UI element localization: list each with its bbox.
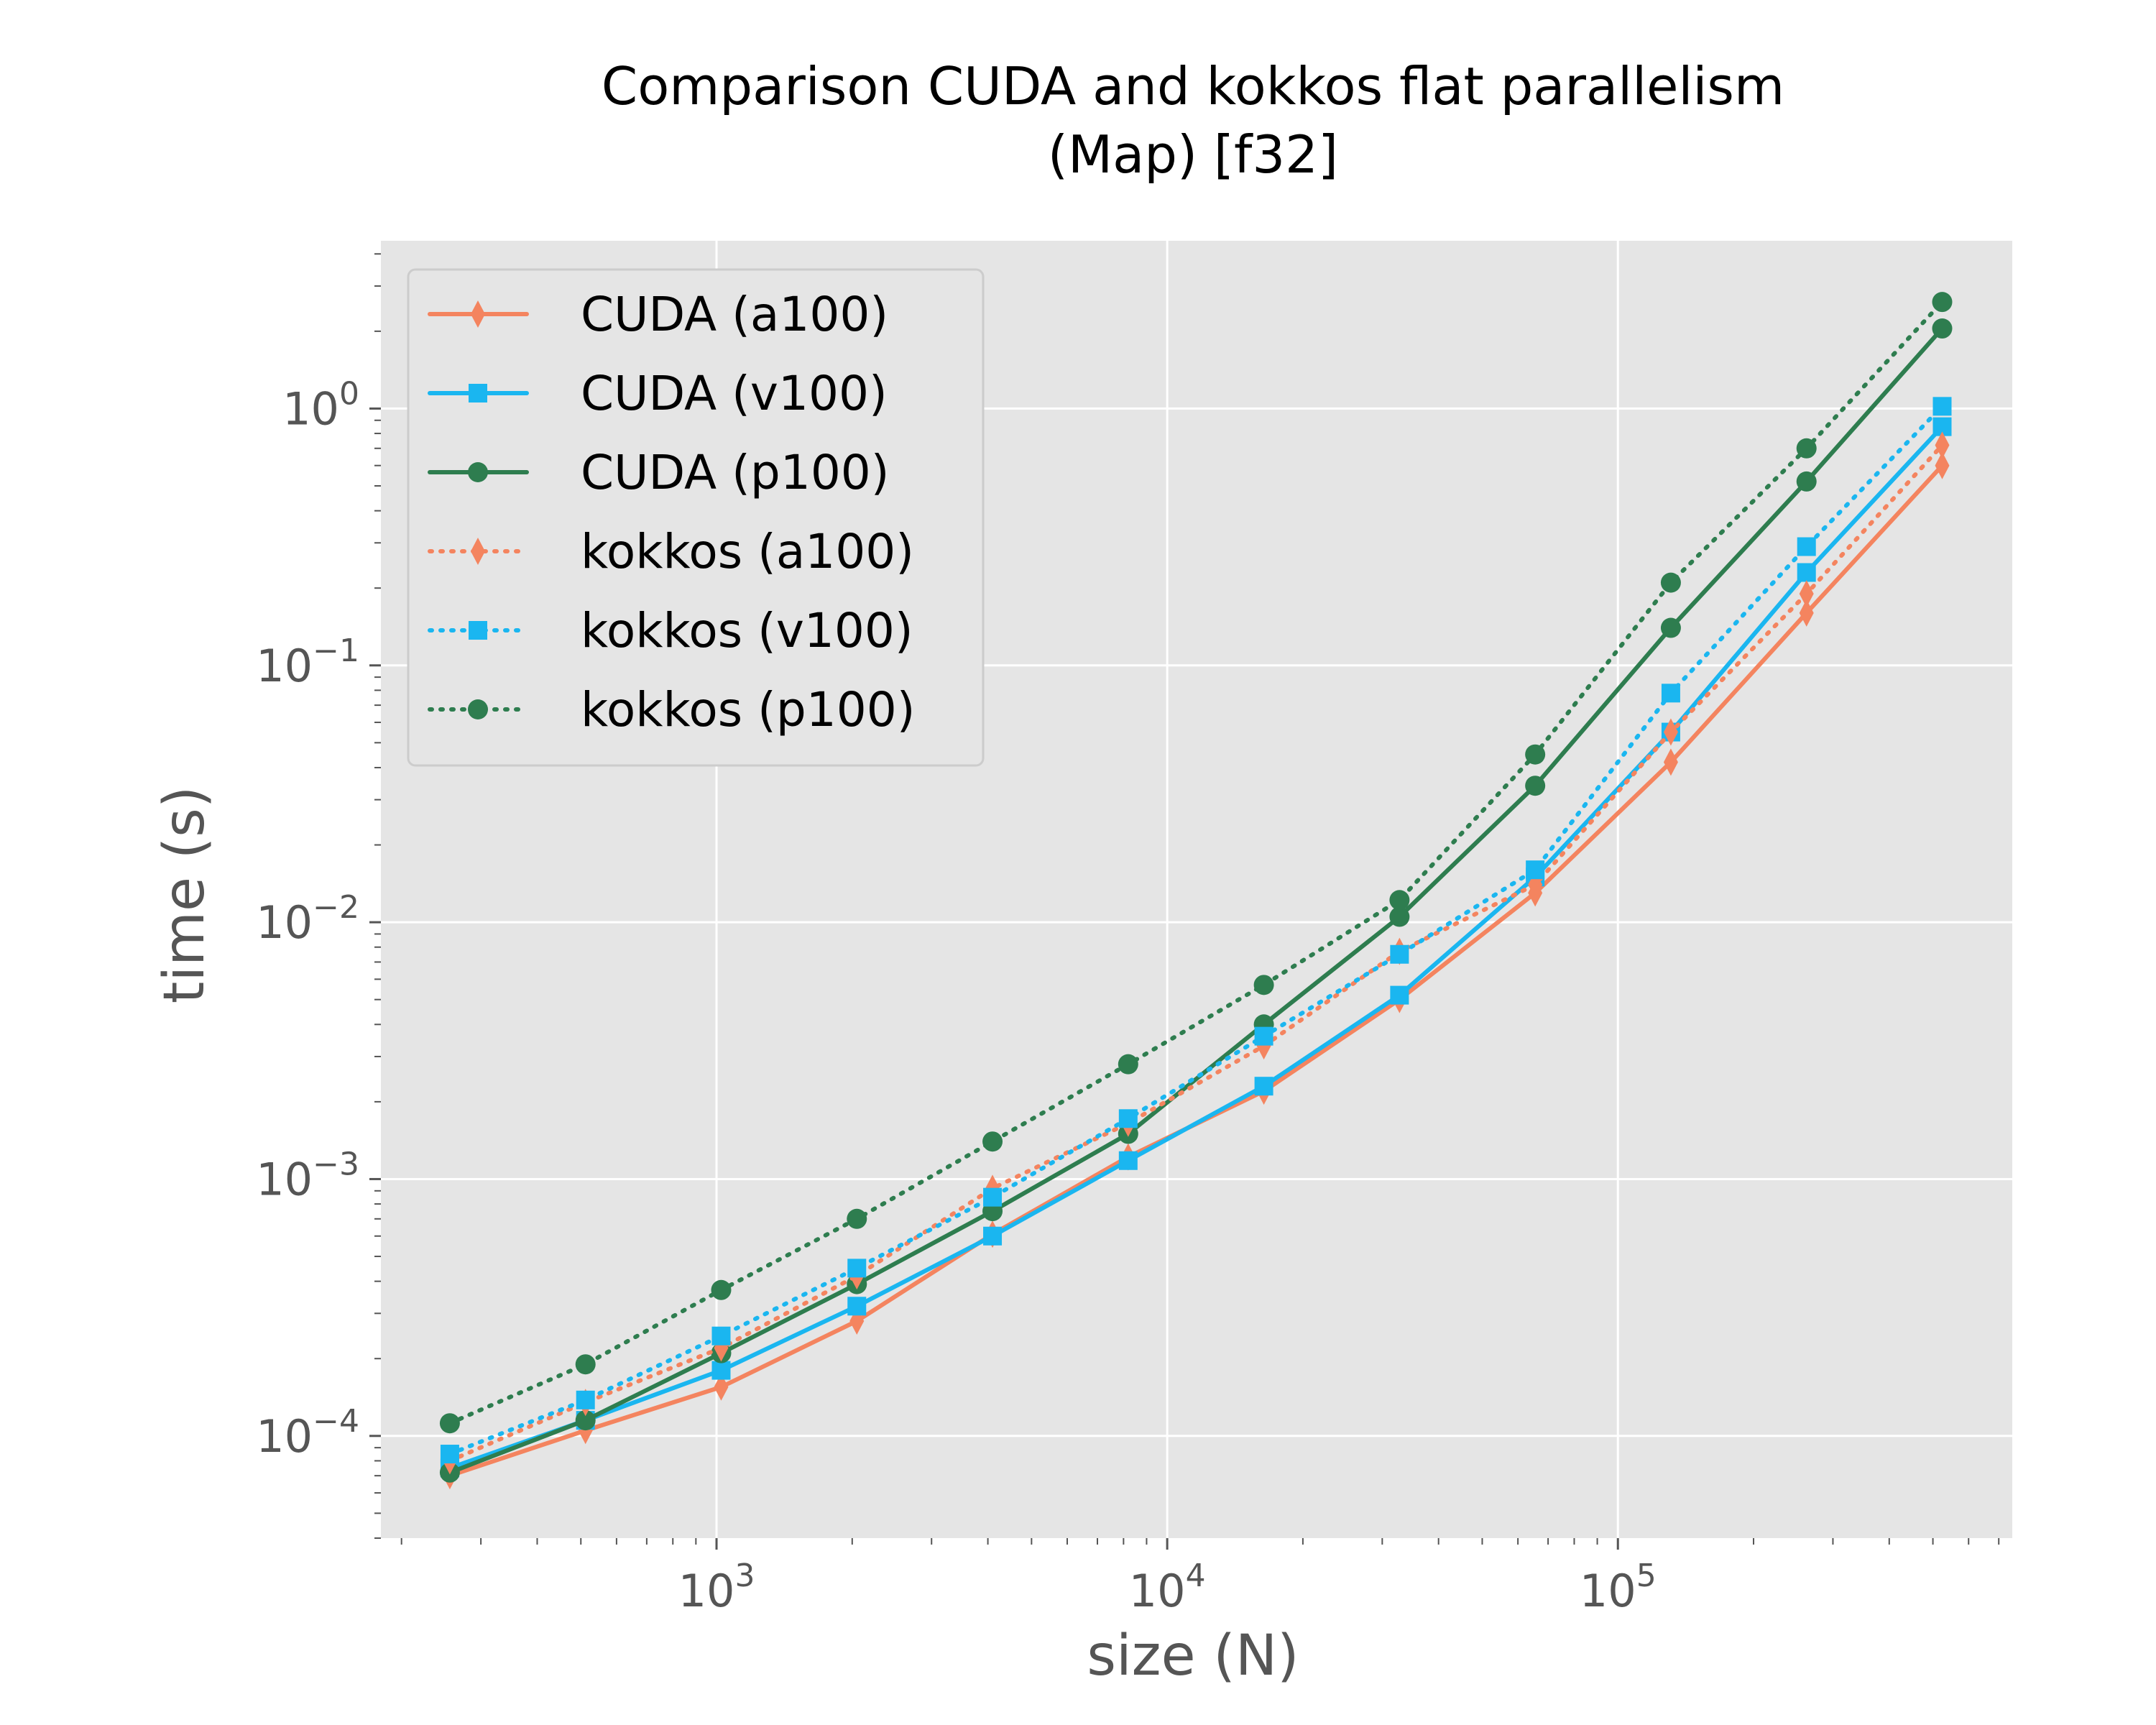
data-point <box>1660 572 1681 593</box>
data-point <box>711 1361 731 1380</box>
data-point <box>1796 471 1817 492</box>
series-line <box>447 300 1945 1426</box>
data-point <box>1799 580 1814 608</box>
data-point <box>1390 944 1409 964</box>
data-point <box>1526 860 1545 880</box>
data-point <box>847 1208 867 1229</box>
legend-item: CUDA (v100) <box>428 366 888 421</box>
data-point <box>471 538 485 565</box>
data-point <box>1932 397 1952 416</box>
x-tick-label: 105 <box>1580 1558 1657 1617</box>
data-point <box>1932 318 1953 339</box>
data-point <box>1254 1026 1273 1046</box>
legend-label: kokkos (p100) <box>581 682 915 737</box>
legend-label: CUDA (a100) <box>581 287 888 342</box>
data-point <box>714 1373 729 1401</box>
x-tick-label: 103 <box>678 1558 755 1617</box>
legend: CUDA (a100) CUDA (v100) CUDA (p100) kokkos … <box>407 268 985 767</box>
data-point <box>711 1326 731 1346</box>
data-point <box>1253 975 1274 995</box>
data-point <box>575 1354 596 1375</box>
legend-label: kokkos (a100) <box>581 524 914 579</box>
data-point <box>468 462 488 482</box>
data-point <box>1797 537 1816 556</box>
data-point <box>440 1445 459 1464</box>
legend-label: kokkos (v100) <box>581 603 913 658</box>
series-5 <box>439 292 1953 1434</box>
data-point <box>1797 563 1816 582</box>
legend-label: CUDA (p100) <box>581 445 890 500</box>
chart-title: Comparison CUDA and kokkos flat parallel… <box>602 56 1784 116</box>
data-point <box>983 1226 1003 1246</box>
x-tick-label: 104 <box>1129 1558 1206 1617</box>
x-axis-label: size (N) <box>1087 1624 1299 1688</box>
series-line <box>447 424 1945 1471</box>
data-point <box>1663 748 1678 776</box>
data-point <box>575 1410 596 1431</box>
data-point <box>1935 431 1950 459</box>
data-point <box>468 699 488 719</box>
data-point <box>439 1413 460 1434</box>
data-point <box>1118 1109 1138 1128</box>
legend-item: CUDA (p100) <box>428 445 890 500</box>
data-point <box>1663 718 1678 746</box>
y-tick-label: 10−2 <box>256 889 359 949</box>
data-point <box>983 1187 1003 1207</box>
data-point <box>847 1259 867 1278</box>
data-point <box>1118 1151 1138 1170</box>
data-point <box>1932 292 1953 313</box>
data-point <box>1390 985 1409 1005</box>
y-tick-label: 10−1 <box>256 632 359 692</box>
series-4 <box>440 397 1952 1464</box>
data-point <box>1660 617 1681 638</box>
series-line <box>447 326 1945 1475</box>
legend-item: kokkos (v100) <box>428 603 913 658</box>
y-tick-label: 100 <box>282 375 359 435</box>
data-point <box>1254 1077 1273 1096</box>
series-line <box>447 404 1945 1457</box>
data-point <box>1389 890 1410 911</box>
data-point <box>1118 1054 1138 1075</box>
data-point <box>1796 438 1817 459</box>
y-tick-label: 10−4 <box>256 1403 359 1463</box>
legend-item: kokkos (a100) <box>428 524 914 579</box>
series-line <box>447 443 1945 1463</box>
data-point <box>1935 451 1950 479</box>
data-point <box>1661 684 1680 703</box>
data-point <box>1799 599 1814 627</box>
data-point <box>1525 776 1546 796</box>
data-point <box>711 1279 732 1300</box>
data-point <box>469 384 487 402</box>
data-point <box>471 300 485 328</box>
y-axis-label: time (s) <box>152 786 217 1004</box>
legend-item: kokkos (p100) <box>428 682 915 737</box>
legend-item: CUDA (a100) <box>428 287 888 342</box>
data-point <box>847 1297 867 1316</box>
data-point <box>576 1390 595 1409</box>
data-point <box>469 621 487 640</box>
y-tick-label: 10−3 <box>256 1146 359 1205</box>
legend-box <box>407 268 985 767</box>
data-point <box>982 1131 1003 1152</box>
data-point <box>1525 744 1546 765</box>
data-point <box>1389 906 1410 927</box>
legend-label: CUDA (v100) <box>581 366 888 421</box>
chart-subtitle: (Map) [f32] <box>1048 124 1338 185</box>
